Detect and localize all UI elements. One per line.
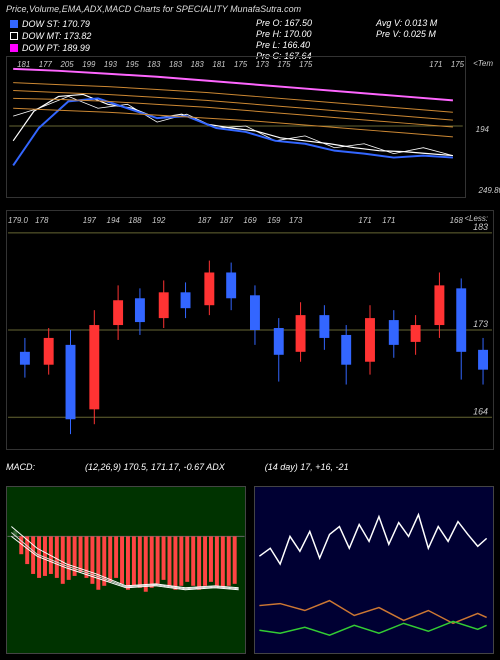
chart-header: Price,Volume,EMA,ADX,MACD Charts for SPE… [6,4,494,52]
candlestick-chart: 183 173 164 <Less: 179.0 178 197 194 188 192 187 18… [6,210,494,450]
svg-text:181: 181 [17,60,30,69]
svg-text:199: 199 [82,60,96,69]
adx-chart [254,486,494,654]
svg-text:169: 169 [243,216,257,225]
svg-text:173: 173 [473,319,488,329]
macd-label: MACD: [6,462,35,482]
svg-text:173: 173 [256,60,270,69]
ohlc-svg: 183 173 164 <Less: 179.0 178 197 194 188 192 187 18… [7,211,493,449]
legend-mt: DOW MT: 173.82 [10,30,91,42]
svg-text:205: 205 [60,60,75,69]
svg-text:177: 177 [39,60,53,69]
indicator-labels: MACD: (12,26,9) 170.5, 171.17, -0.67 ADX… [6,462,494,482]
svg-text:197: 197 [83,216,97,225]
ema-svg: 181 177 205 199 193 195 183 183 183 181 175 173 175 1… [7,57,465,197]
stats-volume: Avg V: 0.013 M Pre V: 0.025 M [376,18,437,40]
svg-text:175: 175 [277,60,291,69]
svg-text:178: 178 [35,216,49,225]
macd-svg [7,487,245,653]
svg-text:183: 183 [169,60,183,69]
svg-text:171: 171 [382,216,395,225]
legend-swatch-mt [10,32,18,40]
svg-text:175: 175 [234,60,248,69]
legend-pt: DOW PT: 189.99 [10,42,91,54]
chart-title: Price,Volume,EMA,ADX,MACD Charts for SPE… [6,4,494,14]
svg-text:168: 168 [450,216,464,225]
svg-text:171: 171 [429,60,442,69]
svg-text:193: 193 [104,60,118,69]
legend-label-pt: DOW PT: 189.99 [22,42,90,54]
adx-svg [255,487,493,653]
svg-text:179.0: 179.0 [8,216,28,225]
svg-text:188: 188 [128,216,142,225]
adx-values: (14 day) 17, +16, -21 [265,462,349,482]
svg-text:<Less:: <Less: [464,214,488,223]
legend-label-st: DOW ST: 170.79 [22,18,90,30]
svg-text:175: 175 [299,60,313,69]
svg-text:164: 164 [473,406,488,416]
svg-text:183: 183 [473,222,488,232]
ema-y-label-2: 249.80 [479,186,500,195]
legend-st: DOW ST: 170.79 [10,18,91,30]
ema-corner-label: <Tem [473,59,493,68]
svg-text:187: 187 [198,216,212,225]
svg-text:181: 181 [212,60,225,69]
stat-pre-vol: Pre V: 0.025 M [376,29,437,40]
stat-low: Pre L: 166.40 [256,40,312,51]
legend-swatch-pt [10,44,18,52]
macd-values: (12,26,9) 170.5, 171.17, -0.67 ADX [85,462,225,482]
svg-text:171: 171 [358,216,371,225]
svg-text:187: 187 [220,216,234,225]
svg-text:194: 194 [107,216,121,225]
legend-swatch-st [10,20,18,28]
stat-open: Pre O: 167.50 [256,18,312,29]
svg-text:159: 159 [267,216,281,225]
legend-label-mt: DOW MT: 173.82 [22,30,91,42]
stat-high: Pre H: 170.00 [256,29,312,40]
ema-y-label-1: 194 [476,125,489,134]
svg-text:192: 192 [152,216,166,225]
svg-text:175: 175 [451,60,465,69]
chart-container: Price,Volume,EMA,ADX,MACD Charts for SPE… [0,0,500,660]
svg-text:173: 173 [289,216,303,225]
legend: DOW ST: 170.79 DOW MT: 173.82 DOW PT: 18… [10,18,91,54]
svg-text:183: 183 [147,60,161,69]
ema-chart: 181 177 205 199 193 195 183 183 183 181 175 173 175 1… [6,56,466,198]
macd-chart [6,486,246,654]
stat-avg-vol: Avg V: 0.013 M [376,18,437,29]
svg-text:183: 183 [191,60,205,69]
svg-text:195: 195 [126,60,140,69]
